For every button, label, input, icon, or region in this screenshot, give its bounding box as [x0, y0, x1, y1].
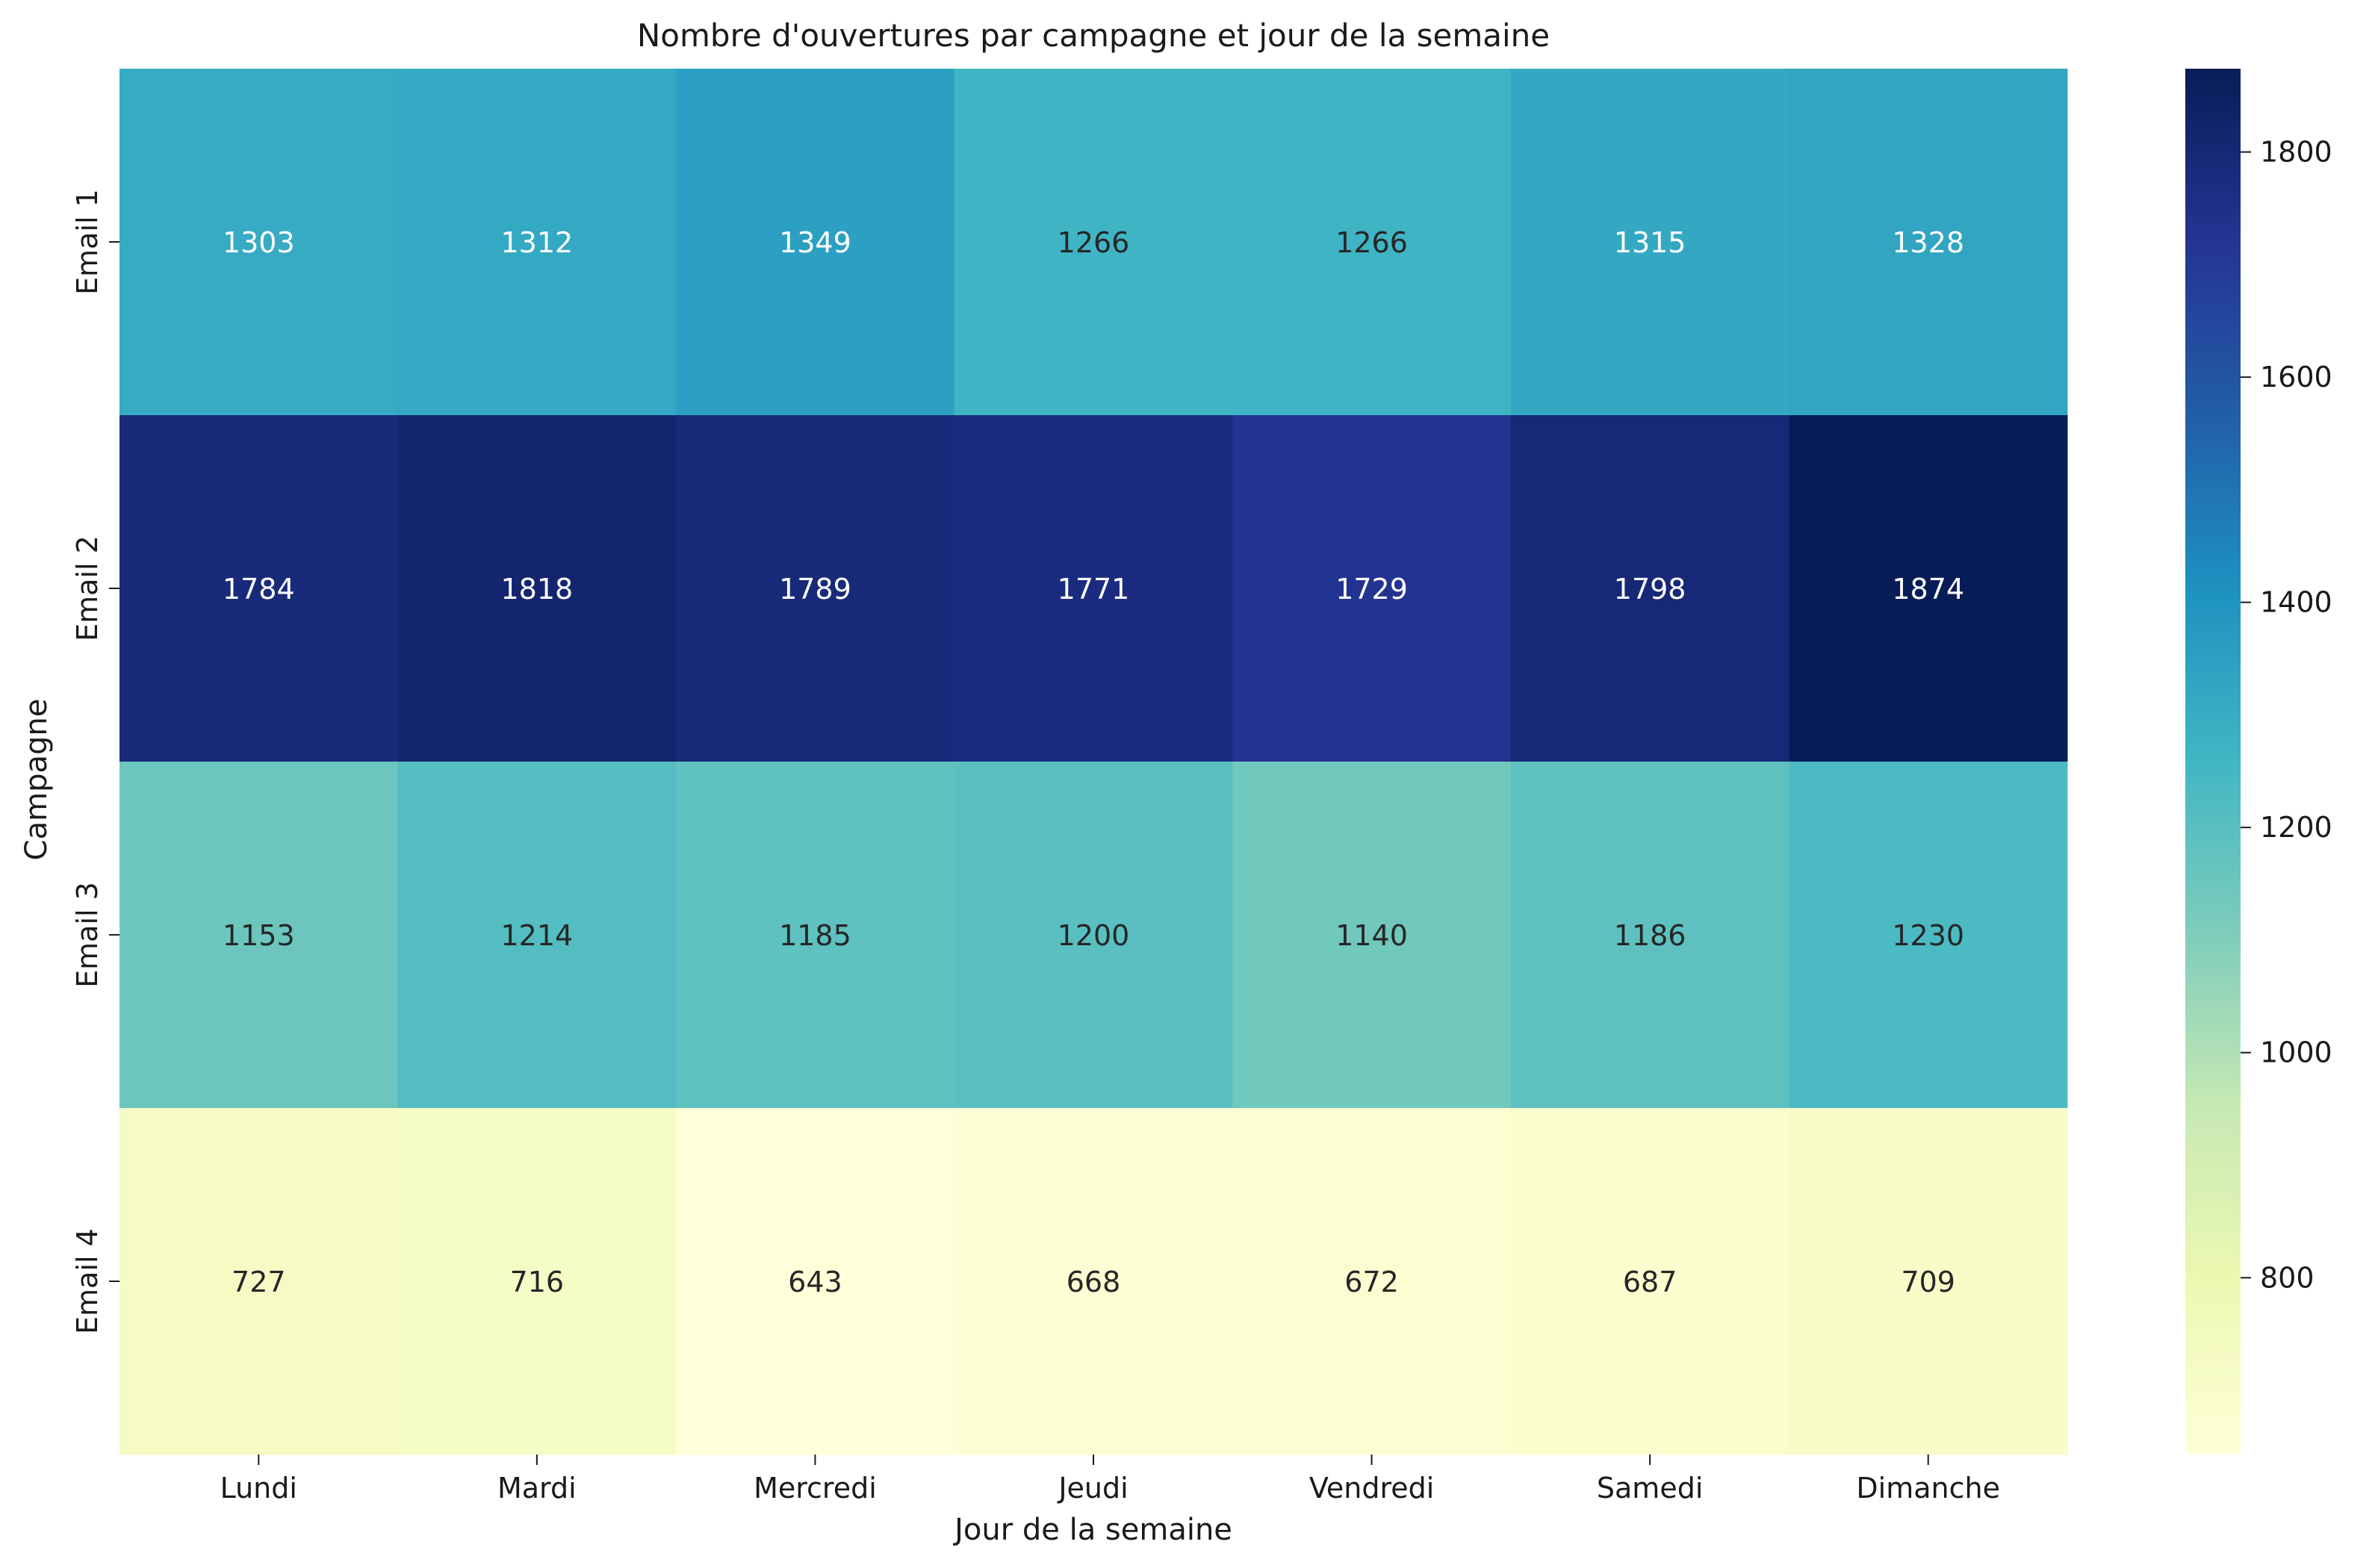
cell-value-label: 709 — [1901, 1266, 1955, 1298]
cell-value-label: 1140 — [1335, 919, 1408, 952]
cell-value-label: 1312 — [500, 226, 573, 259]
cell-value-label: 1315 — [1614, 226, 1686, 259]
heatmap-cell — [954, 69, 1233, 416]
colorbar-gradient — [2185, 69, 2241, 1455]
heatmap-cell — [1789, 69, 2068, 416]
heatmap-cell — [1232, 415, 1512, 762]
heatmap-cell — [397, 415, 677, 762]
colorbar: 800 1000 1200 1400 1600 1800 — [2185, 69, 2332, 1455]
cell-value-label: 1214 — [500, 919, 573, 952]
x-axis-label: Jour de la semaine — [952, 1513, 1232, 1547]
cell-value-label: 1153 — [223, 919, 295, 952]
x-tick-label: Mercredi — [754, 1472, 877, 1505]
colorbar-tick-label: 1000 — [2260, 1036, 2332, 1069]
cell-value-label: 1789 — [779, 573, 851, 606]
cell-value-label: 1230 — [1892, 919, 1964, 952]
heatmap-cell — [1510, 1108, 1789, 1455]
colorbar-tick-label: 1600 — [2260, 361, 2332, 393]
cell-value-label: 643 — [788, 1266, 842, 1298]
cell-value-label: 1818 — [500, 573, 573, 606]
cell-value-label: 1185 — [779, 919, 851, 952]
x-tick-label: Lundi — [220, 1472, 297, 1505]
heatmap-cell — [119, 69, 399, 416]
heatmap-cell — [1232, 762, 1512, 1109]
cell-value-label: 1266 — [1058, 226, 1130, 259]
heatmap-cell — [397, 762, 677, 1109]
heatmap-cells — [119, 69, 2068, 1455]
heatmap-cell — [1232, 1108, 1512, 1455]
cell-value-label: 1874 — [1892, 573, 1964, 606]
y-axis: Email 1 Email 2 Email 3 Email 4 — [71, 189, 119, 1334]
heatmap-cell — [1510, 415, 1789, 762]
x-tick-label: Samedi — [1597, 1472, 1703, 1505]
heatmap-cell — [676, 69, 955, 416]
cell-value-label: 1798 — [1614, 573, 1686, 606]
cell-value-label: 1186 — [1614, 919, 1686, 952]
y-tick-label: Email 2 — [71, 535, 104, 641]
x-tick-label: Dimanche — [1856, 1472, 2000, 1505]
y-tick-label: Email 4 — [71, 1228, 104, 1334]
heatmap-cell-labels: 1303 1312 1349 1266 1266 1315 1328 1784 1818 1789… — [223, 226, 1964, 1298]
y-axis-label: Campagne — [19, 699, 54, 861]
heatmap-cell — [954, 762, 1233, 1109]
y-tick-label: Email 1 — [71, 189, 104, 295]
heatmap-cell — [676, 1108, 955, 1455]
x-axis: Lundi Mardi Mercredi Jeudi Vendredi Samedi Dim… — [220, 1455, 2000, 1505]
heatmap-cell — [1789, 1108, 2068, 1455]
heatmap-cell — [676, 762, 955, 1109]
cell-value-label: 1200 — [1058, 919, 1130, 952]
heatmap-cell — [119, 1108, 399, 1455]
heatmap-cell — [676, 415, 955, 762]
cell-value-label: 716 — [510, 1266, 565, 1298]
cell-value-label: 1784 — [223, 573, 295, 606]
heatmap-cell — [119, 762, 399, 1109]
cell-value-label: 1303 — [223, 226, 295, 259]
cell-value-label: 1771 — [1058, 573, 1130, 606]
cell-value-label: 1729 — [1335, 573, 1408, 606]
heatmap-cell — [1232, 69, 1512, 416]
cell-value-label: 687 — [1623, 1266, 1677, 1298]
heatmap-cell — [1789, 415, 2068, 762]
cell-value-label: 672 — [1344, 1266, 1399, 1298]
heatmap-cell — [954, 1108, 1233, 1455]
cell-value-label: 668 — [1067, 1266, 1121, 1298]
heatmap-cell — [397, 1108, 677, 1455]
colorbar-tick-label: 1200 — [2260, 811, 2332, 844]
heatmap-cell — [1510, 762, 1789, 1109]
chart-title: Nombre d'ouvertures par campagne et jour… — [637, 17, 1550, 54]
x-tick-label: Mardi — [497, 1472, 577, 1505]
x-tick-label: Vendredi — [1309, 1472, 1434, 1505]
colorbar-tick-label: 1800 — [2260, 136, 2332, 169]
cell-value-label: 727 — [232, 1266, 286, 1298]
colorbar-tick-label: 800 — [2260, 1261, 2315, 1294]
cell-value-label: 1349 — [779, 226, 851, 259]
heatmap-cell — [954, 415, 1233, 762]
heatmap-cell — [397, 69, 677, 416]
x-tick-label: Jeudi — [1057, 1472, 1128, 1505]
heatmap-cell — [1510, 69, 1789, 416]
colorbar-tick-label: 1400 — [2260, 586, 2332, 619]
heatmap-cell — [119, 415, 399, 762]
y-tick-label: Email 3 — [71, 882, 104, 988]
cell-value-label: 1266 — [1335, 226, 1408, 259]
heatmap-cell — [1789, 762, 2068, 1109]
cell-value-label: 1328 — [1892, 226, 1964, 259]
